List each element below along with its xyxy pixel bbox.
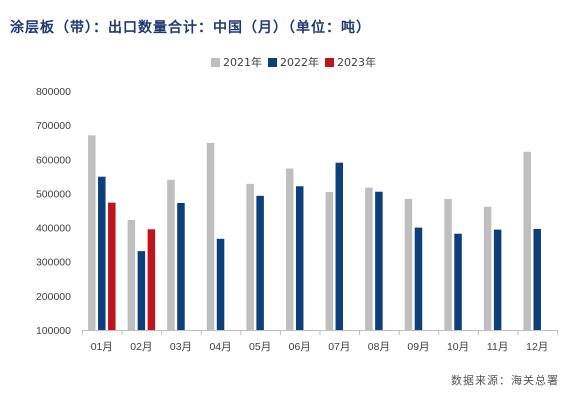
source-note: 数据来源：海关总署 <box>451 374 559 387</box>
bar-2022年-12月 <box>533 228 541 330</box>
x-tick-label: 09月 <box>407 341 429 353</box>
x-tick-label: 03月 <box>170 341 192 353</box>
x-tick-label: 07月 <box>328 341 350 353</box>
bar-2022年-08月 <box>375 191 383 330</box>
bar-2022年-09月 <box>414 227 423 330</box>
bar-2022年-07月 <box>335 162 344 330</box>
bar-2021年-05月 <box>246 183 254 330</box>
bar-2021年-04月 <box>206 142 215 330</box>
legend-swatch-2022 <box>268 57 277 67</box>
bar-2022年-03月 <box>177 202 185 330</box>
bar-2022年-11月 <box>493 229 502 330</box>
bar-2021年-09月 <box>404 198 413 330</box>
x-tick-label: 12月 <box>526 341 548 353</box>
bar-2022年-06月 <box>295 186 304 330</box>
x-tick-label: 04月 <box>209 341 231 353</box>
legend: 2021年 2022年 2023年 <box>0 54 587 70</box>
bar-2021年-11月 <box>483 206 492 330</box>
x-tick-label: 06月 <box>289 341 311 353</box>
legend-label-2022: 2022年 <box>280 56 319 69</box>
legend-item-2023: 2023年 <box>325 54 376 70</box>
bar-2021年-07月 <box>325 192 334 330</box>
bar-2022年-01月 <box>98 176 106 330</box>
bar-2023年-02月 <box>147 229 156 330</box>
legend-swatch-2023 <box>325 57 334 67</box>
x-tick-label: 01月 <box>91 341 113 353</box>
y-tick-label: 600000 <box>36 154 71 166</box>
y-tick-label: 100000 <box>36 325 71 337</box>
legend-label-2023: 2023年 <box>337 56 376 69</box>
bar-2021年-12月 <box>523 151 531 330</box>
y-tick-label: 200000 <box>36 291 71 303</box>
y-tick-label: 500000 <box>36 188 71 200</box>
legend-swatch-2021 <box>211 57 220 67</box>
bar-2023年-01月 <box>108 202 116 330</box>
x-tick-label: 11月 <box>487 341 508 353</box>
bar-2022年-05月 <box>256 195 264 330</box>
x-tick-label: 05月 <box>249 341 271 353</box>
bar-2021年-01月 <box>88 135 96 330</box>
bar-2022年-10月 <box>454 233 462 330</box>
bar-2021年-03月 <box>167 179 175 330</box>
legend-item-2022: 2022年 <box>268 54 319 70</box>
x-tick-label: 10月 <box>447 341 469 353</box>
legend-label-2021: 2021年 <box>223 56 262 69</box>
bar-2021年-06月 <box>285 168 294 330</box>
y-tick-label: 800000 <box>36 86 71 98</box>
y-tick-label: 400000 <box>36 223 71 235</box>
bar-2022年-04月 <box>216 238 225 330</box>
y-tick-label: 700000 <box>36 120 71 132</box>
bar-2022年-02月 <box>137 251 146 330</box>
bar-2021年-02月 <box>127 220 136 330</box>
legend-item-2021: 2021年 <box>211 54 262 70</box>
x-tick-label: 08月 <box>368 341 390 353</box>
bar-2021年-10月 <box>444 198 452 330</box>
bar-2021年-08月 <box>365 187 373 330</box>
chart-title: 涂层板（带）：出口数量合计：中国（月）（单位：吨） <box>10 20 371 36</box>
y-tick-label: 300000 <box>36 257 71 269</box>
x-tick-label: 02月 <box>130 341 152 353</box>
